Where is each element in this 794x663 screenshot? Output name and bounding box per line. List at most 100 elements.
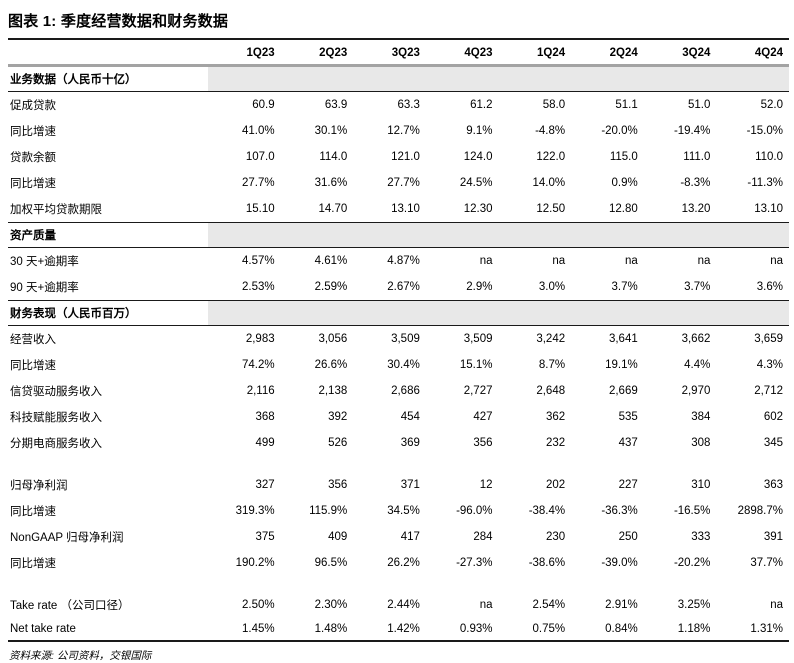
section-row: 业务数据（人民币十亿） — [8, 65, 789, 92]
value-cell: 96.5% — [314, 557, 348, 569]
value-cell: 499 — [255, 437, 275, 449]
value-cell: 2,648 — [536, 385, 566, 397]
value-cell: 27.7% — [387, 177, 420, 189]
row-label: 同比增速 — [10, 178, 56, 190]
value-cell: 52.0 — [760, 99, 783, 111]
value-cell: 202 — [545, 479, 566, 491]
value-cell: 384 — [691, 411, 711, 423]
value-cell: na — [770, 255, 783, 267]
value-cell: 427 — [473, 411, 493, 423]
value-cell: 3,242 — [536, 333, 566, 345]
value-cell: 13.20 — [681, 203, 711, 215]
value-cell: 2.44% — [387, 599, 420, 611]
value-cell: na — [624, 255, 638, 267]
value-cell: 124.0 — [463, 151, 493, 163]
value-cell: 1.45% — [208, 618, 281, 642]
value-cell: -16.5% — [673, 505, 711, 517]
value-cell: 13.10 — [391, 203, 420, 215]
header-corner-cell — [8, 40, 208, 67]
value-cell: -20.0% — [601, 125, 638, 137]
value-cell: 37.7% — [750, 557, 783, 569]
value-cell: 190.2% — [235, 557, 275, 569]
row-label: 促成贷款 — [10, 100, 56, 112]
value-cell: 115.0 — [609, 151, 638, 163]
value-cell: 0.75% — [498, 618, 572, 642]
column-header: 4Q24 — [716, 40, 789, 67]
value-cell: 12.80 — [608, 203, 638, 215]
value-cell: 2.59% — [314, 281, 348, 293]
value-cell: 12.30 — [463, 203, 493, 215]
section-label: 财务表现（人民币百万） — [8, 300, 208, 326]
value-cell: -38.4% — [528, 505, 566, 517]
row-label: 归母净利润 — [10, 480, 68, 492]
value-cell: 4.3% — [756, 359, 783, 371]
spacer-row — [8, 456, 789, 472]
table-row: 促成贷款 60.9 63.9 63.3 61.2 58.0 51.1 51.0 52.0 — [8, 92, 789, 119]
value-cell: 409 — [328, 531, 348, 543]
value-cell: 3.7% — [684, 281, 711, 293]
value-cell: 63.3 — [397, 99, 420, 111]
value-cell: 3,509 — [391, 333, 420, 345]
column-header: 1Q24 — [498, 40, 572, 67]
value-cell: -4.8% — [535, 125, 566, 137]
value-cell: -39.0% — [601, 557, 638, 569]
column-header: 2Q23 — [280, 40, 354, 67]
value-cell: 308 — [691, 437, 711, 449]
value-cell: 345 — [763, 437, 783, 449]
value-cell: 41.0% — [242, 125, 275, 137]
value-cell: 362 — [545, 411, 566, 423]
value-cell: 2,669 — [608, 385, 638, 397]
table-row: Net take rate 1.45% 1.48% 1.42% 0.93% 0.75% 0.… — [8, 618, 789, 642]
value-cell: 121.0 — [391, 151, 420, 163]
column-header: 3Q23 — [353, 40, 426, 67]
quarterly-data-table: 1Q23 2Q23 3Q23 4Q23 1Q24 2Q24 3Q24 4Q24 业务数据（人民… — [8, 40, 789, 642]
value-cell: 110.0 — [755, 151, 783, 163]
value-cell: 3.7% — [611, 281, 638, 293]
table-row: 同比增速 190.2% 96.5% 26.2% -27.3% -38.6% -39.0% -2… — [8, 550, 789, 576]
value-cell: 2898.7% — [737, 505, 783, 517]
value-cell: 30.1% — [314, 125, 348, 137]
value-cell: 14.0% — [532, 177, 566, 189]
value-cell: 2,983 — [245, 333, 275, 345]
section-label: 业务数据（人民币十亿） — [8, 65, 208, 92]
value-cell: 391 — [763, 531, 783, 543]
value-cell: -38.6% — [528, 557, 566, 569]
row-label: Net take rate — [8, 618, 208, 642]
value-cell: 1.48% — [280, 618, 354, 642]
value-cell: 250 — [618, 531, 638, 543]
value-cell: 363 — [763, 479, 783, 491]
value-cell: 15.10 — [245, 203, 275, 215]
value-cell: 31.6% — [314, 177, 348, 189]
table-row: 信贷驱动服务收入 2,116 2,138 2,686 2,727 2,648 2,669 2,… — [8, 378, 789, 404]
value-cell: 30.4% — [387, 359, 420, 371]
value-cell: -36.3% — [601, 505, 638, 517]
value-cell: -19.4% — [673, 125, 711, 137]
value-cell: 230 — [545, 531, 566, 543]
table-title: 图表 1: 季度经营数据和财务数据 — [8, 7, 789, 40]
row-label: Take rate （公司口径） — [10, 600, 130, 612]
column-header: 4Q23 — [425, 40, 499, 67]
value-cell: 2,712 — [754, 385, 783, 397]
table-row: 同比增速 41.0% 30.1% 12.7% 9.1% -4.8% -20.0% -19.4%… — [8, 118, 789, 144]
value-cell: 2.54% — [532, 599, 566, 611]
value-cell: 232 — [545, 437, 566, 449]
spacer-cell — [8, 576, 789, 592]
value-cell: 375 — [255, 531, 275, 543]
value-cell: 26.2% — [387, 557, 420, 569]
table-row: 同比增速 27.7% 31.6% 27.7% 24.5% 14.0% 0.9% -8.3% -1… — [8, 170, 789, 196]
value-cell: 3,662 — [681, 333, 711, 345]
section-fill — [208, 65, 789, 92]
row-label: NonGAAP 归母净利润 — [10, 532, 124, 544]
value-cell: 3.0% — [538, 281, 566, 293]
value-cell: 371 — [400, 479, 420, 491]
value-cell: 3,509 — [463, 333, 493, 345]
value-cell: 310 — [691, 479, 711, 491]
table-row: 科技赋能服务收入 368 392 454 427 362 535 384 602 — [8, 404, 789, 430]
table-row: Take rate （公司口径） 2.50% 2.30% 2.44% na 2.54% 2.… — [8, 592, 789, 618]
value-cell: 1.18% — [643, 618, 717, 642]
value-cell: na — [697, 255, 711, 267]
row-label: 贷款余额 — [10, 152, 56, 164]
value-cell: 333 — [691, 531, 711, 543]
value-cell: 14.70 — [318, 203, 348, 215]
